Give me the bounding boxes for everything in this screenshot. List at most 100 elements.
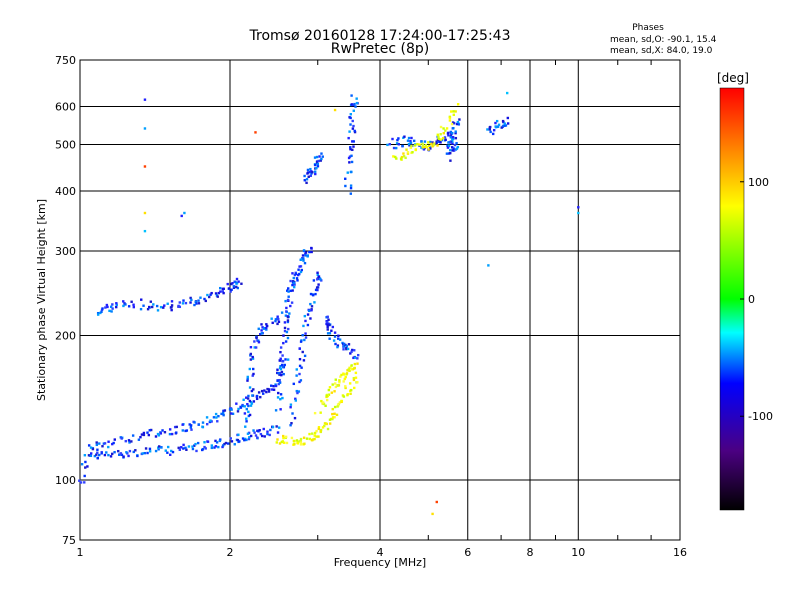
scatter-point xyxy=(148,447,152,451)
scatter-point xyxy=(455,142,458,145)
scatter-point xyxy=(231,412,235,415)
scatter-point xyxy=(262,427,265,431)
scatter-point xyxy=(106,305,109,309)
scatter-point xyxy=(257,430,260,433)
x-tick-label: 2 xyxy=(227,546,234,559)
scatter-point xyxy=(352,356,355,360)
scatter-point xyxy=(310,309,313,312)
scatter-point xyxy=(351,119,354,123)
scatter-point xyxy=(130,300,133,303)
scatter-point xyxy=(451,140,454,143)
scatter-point xyxy=(450,146,454,149)
x-tick-label: 8 xyxy=(527,546,534,559)
scatter-point xyxy=(218,439,222,443)
x-tick-labels: 1 2 4 6 8 10 16 xyxy=(77,546,688,559)
scatter-point xyxy=(255,397,259,401)
scatter-point xyxy=(238,440,241,443)
scatter-point xyxy=(309,167,312,171)
scatter-point xyxy=(91,447,95,451)
scatter-point xyxy=(239,406,243,409)
scatter-point xyxy=(392,155,395,158)
scatter-point xyxy=(391,137,394,141)
scatter-point xyxy=(312,279,316,282)
scatter-point xyxy=(404,156,407,160)
scatter-point xyxy=(222,291,225,295)
scatter-point xyxy=(89,446,93,449)
scatter-point xyxy=(128,441,131,444)
scatter-point xyxy=(252,367,255,371)
scatter-point xyxy=(427,148,430,151)
scatter-point xyxy=(421,146,424,149)
scatter-point xyxy=(336,403,340,406)
scatter-point xyxy=(197,299,200,302)
scatter-point xyxy=(111,452,114,456)
scatter-point xyxy=(317,425,321,429)
scatter-point xyxy=(488,128,491,131)
scatter-point xyxy=(322,402,326,406)
scatter-point xyxy=(170,306,173,309)
scatter-point xyxy=(203,441,206,444)
scatter-point xyxy=(336,345,339,349)
scatter-point xyxy=(272,388,276,391)
scatter-point xyxy=(333,412,336,415)
scatter-point xyxy=(283,321,287,324)
scatter-point xyxy=(450,122,454,126)
scatter-point xyxy=(157,434,161,437)
scatter-point xyxy=(290,436,294,440)
scatter-point xyxy=(291,283,294,287)
scatter-point xyxy=(143,211,147,215)
x-tick-label: 4 xyxy=(377,546,384,559)
scatter-point xyxy=(230,412,233,415)
scatter-point xyxy=(347,136,350,140)
scatter-point xyxy=(315,155,319,159)
scatter-point xyxy=(344,375,347,379)
scatter-point xyxy=(313,301,316,304)
legend-line-o: mean, sd,O: -90.1, 15.4 xyxy=(610,35,717,45)
scatter-point xyxy=(243,438,246,442)
scatter-point xyxy=(285,306,288,310)
scatter-point xyxy=(257,391,261,394)
scatter-point xyxy=(410,136,413,140)
scatter-point xyxy=(353,386,356,390)
scatter-point xyxy=(307,309,311,313)
scatter-point xyxy=(333,331,337,334)
scatter-point xyxy=(292,276,295,280)
scatter-point xyxy=(180,214,183,218)
scatter-point xyxy=(190,298,193,302)
scatter-point xyxy=(411,151,414,154)
scatter-point xyxy=(266,387,269,391)
scatter-point xyxy=(350,94,353,97)
scatter-point xyxy=(316,273,319,276)
scatter-point xyxy=(442,132,445,135)
scatter-point xyxy=(293,440,296,443)
scatter-point xyxy=(315,286,319,289)
scatter-point xyxy=(210,446,214,450)
scatter-point xyxy=(349,352,352,355)
scatter-point xyxy=(111,303,114,306)
scatter-point xyxy=(289,279,292,283)
scatter-point xyxy=(280,311,284,314)
scatter-point xyxy=(304,251,308,254)
scatter-point xyxy=(278,378,281,382)
scatter-point xyxy=(259,432,263,436)
scatter-point xyxy=(392,146,396,150)
scatter-point xyxy=(314,172,317,176)
scatter-point xyxy=(103,453,107,457)
scatter-point xyxy=(429,147,432,150)
scatter-point xyxy=(278,359,282,362)
scatter-point xyxy=(298,372,301,376)
scatter-point xyxy=(453,143,457,147)
scatter-point xyxy=(195,449,198,453)
scatter-point xyxy=(286,315,290,319)
scatter-point xyxy=(298,272,301,276)
scatter-point xyxy=(259,395,262,399)
scatter-point xyxy=(303,179,306,182)
scatter-point xyxy=(443,136,447,139)
scatter-point xyxy=(276,322,279,326)
scatter-point xyxy=(492,128,496,132)
scatter-point xyxy=(289,406,292,409)
scatter-point xyxy=(201,448,204,452)
scatter-point xyxy=(355,101,359,105)
scatter-point xyxy=(251,357,255,360)
scatter-point xyxy=(169,453,172,456)
